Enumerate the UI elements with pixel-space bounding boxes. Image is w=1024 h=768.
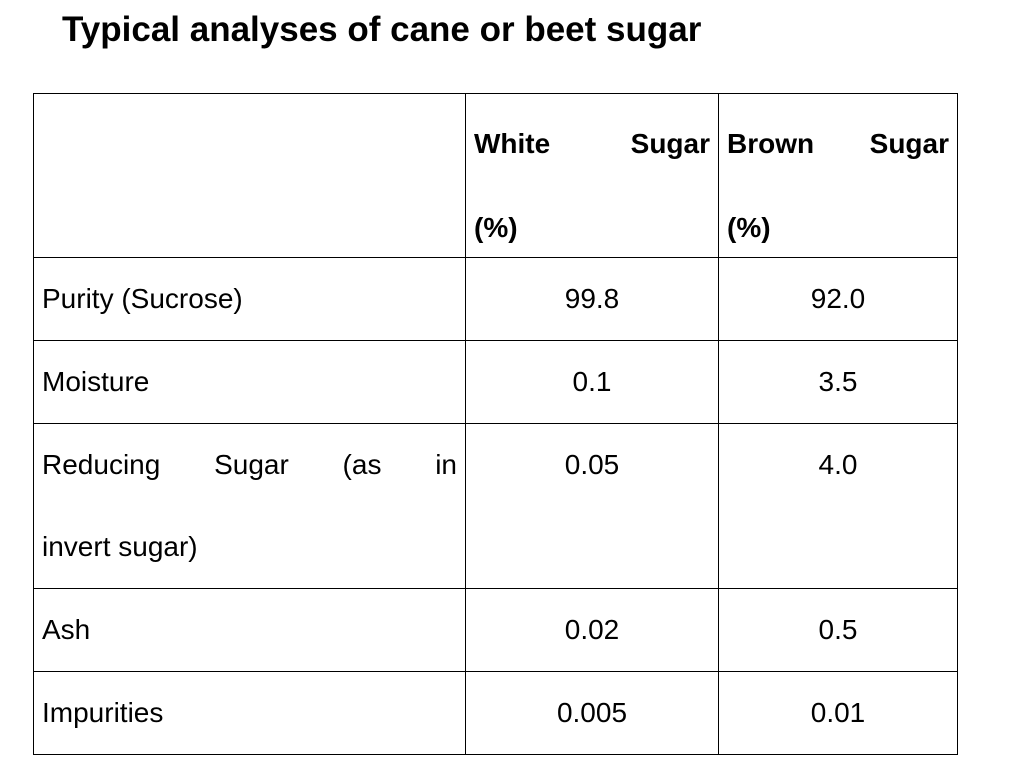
white-sugar-value: 0.1	[465, 340, 719, 424]
header-brown-sugar-label: Brown Sugar	[727, 128, 949, 159]
row-label-impurities: Impurities	[33, 671, 466, 755]
row-label-reducing-sugar: Reducing Sugar (as in invert sugar)	[33, 423, 466, 589]
table-row: Impurities 0.005 0.01	[33, 671, 958, 755]
table-row: Reducing Sugar (as in invert sugar) 0.05…	[33, 423, 958, 589]
brown-sugar-value: 0.5	[718, 588, 958, 672]
white-sugar-value: 0.005	[465, 671, 719, 755]
row-label-reducing-sugar-line1: Reducing Sugar (as in	[42, 449, 457, 480]
white-sugar-value: 0.05	[465, 423, 719, 589]
row-label-purity: Purity (Sucrose)	[33, 257, 466, 341]
page-title: Typical analyses of cane or beet sugar	[62, 10, 702, 49]
white-sugar-value: 99.8	[465, 257, 719, 341]
header-white-sugar: White Sugar (%)	[465, 93, 719, 258]
row-label-moisture: Moisture	[33, 340, 466, 424]
header-corner-cell	[33, 93, 466, 258]
table-row: Purity (Sucrose) 99.8 92.0	[33, 257, 958, 341]
header-white-sugar-label: White Sugar	[474, 128, 710, 159]
header-white-sugar-unit: (%)	[474, 212, 518, 243]
sugar-analysis-table: White Sugar (%) Brown Sugar (%) Purity (…	[33, 93, 958, 755]
brown-sugar-value: 3.5	[718, 340, 958, 424]
header-brown-sugar: Brown Sugar (%)	[718, 93, 958, 258]
white-sugar-value: 0.02	[465, 588, 719, 672]
table-row: Moisture 0.1 3.5	[33, 340, 958, 424]
brown-sugar-value: 92.0	[718, 257, 958, 341]
brown-sugar-value: 0.01	[718, 671, 958, 755]
brown-sugar-value: 4.0	[718, 423, 958, 589]
header-brown-sugar-unit: (%)	[727, 212, 771, 243]
table-header-row: White Sugar (%) Brown Sugar (%)	[33, 93, 958, 258]
row-label-reducing-sugar-line2: invert sugar)	[42, 531, 198, 562]
table-row: Ash 0.02 0.5	[33, 588, 958, 672]
row-label-ash: Ash	[33, 588, 466, 672]
